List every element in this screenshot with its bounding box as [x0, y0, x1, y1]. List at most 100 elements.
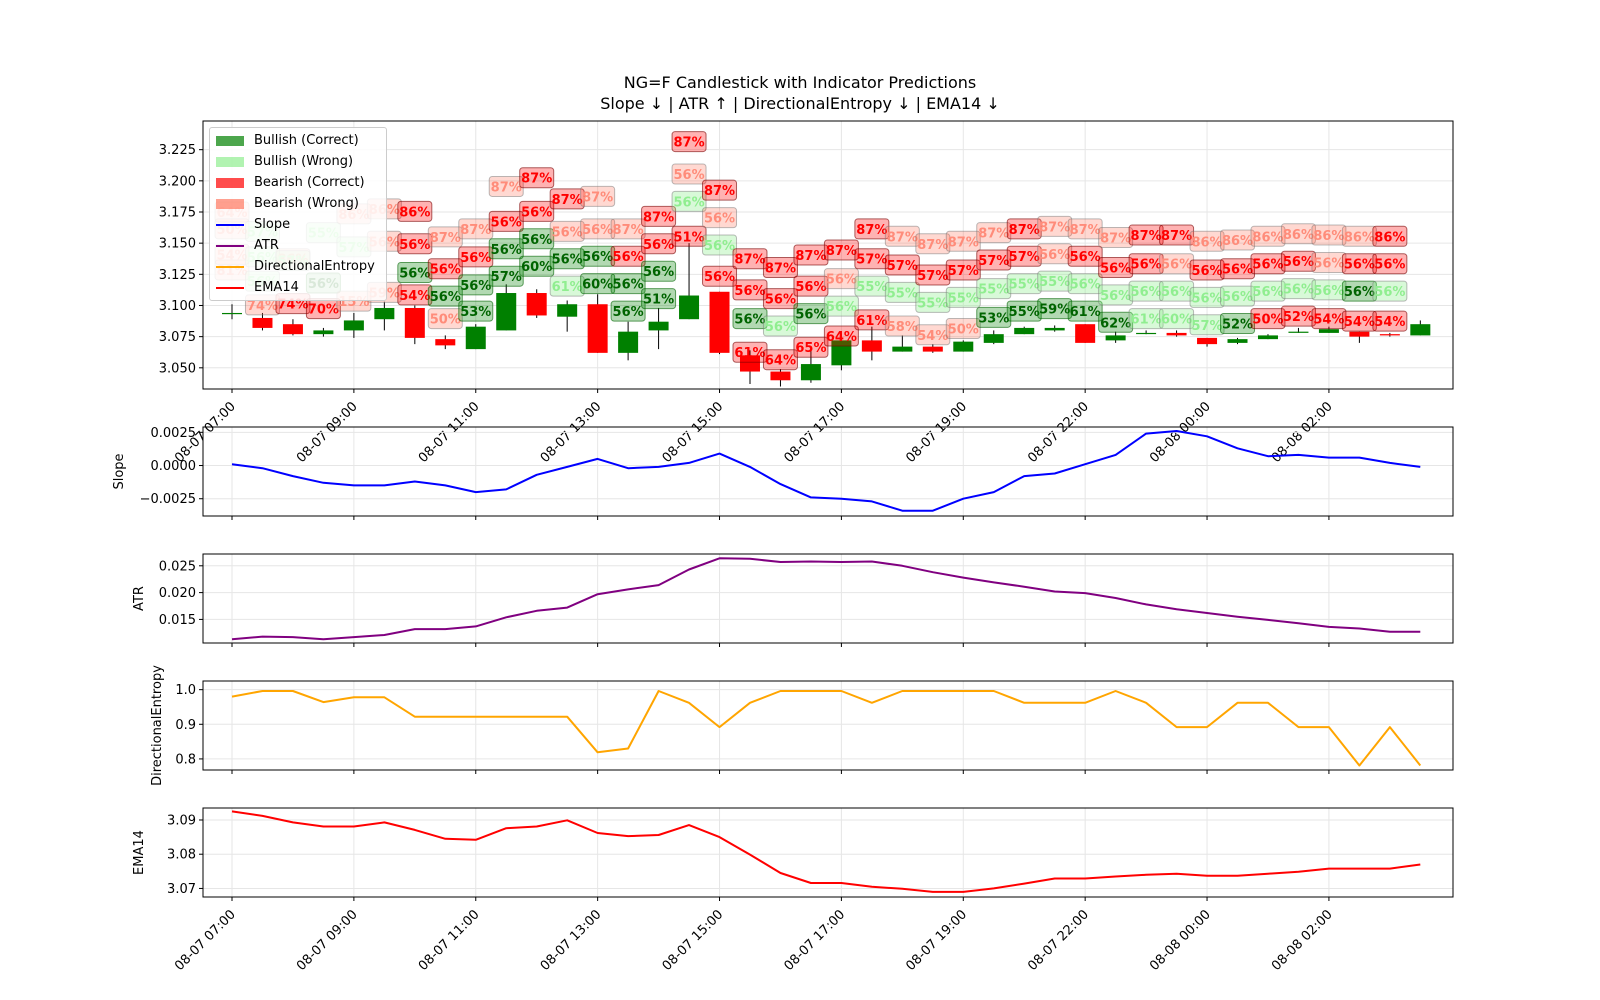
prediction-label: 56%	[1100, 289, 1131, 304]
prediction-label: 74%	[277, 298, 308, 313]
prediction-label-box	[671, 131, 707, 153]
legend-line	[216, 244, 244, 247]
prediction-label-box	[1006, 245, 1042, 267]
prediction-label-box	[458, 300, 494, 322]
prediction-label-box	[702, 179, 738, 201]
prediction-label-box	[1220, 313, 1256, 335]
prediction-label: 87%	[765, 261, 796, 276]
prediction-label-box	[732, 248, 768, 270]
prediction-label-box	[1280, 305, 1316, 327]
prediction-label-box	[1189, 259, 1225, 281]
prediction-label-box	[1037, 243, 1073, 265]
y-axis-label: ATR	[132, 586, 147, 611]
prediction-label-box	[427, 308, 463, 330]
prediction-label: 56%	[1313, 284, 1344, 299]
prediction-label-box	[458, 274, 494, 296]
candle-body	[1410, 324, 1431, 336]
prediction-label-box	[580, 218, 616, 240]
prediction-label-box	[1220, 258, 1256, 280]
prediction-label-box	[1341, 225, 1377, 247]
prediction-label-box	[1128, 253, 1164, 275]
candle-body	[496, 293, 517, 331]
prediction-label: 86%	[399, 205, 430, 220]
prediction-label: 56%	[1252, 285, 1283, 300]
prediction-label: 54%	[1313, 313, 1344, 328]
prediction-label: 56%	[613, 250, 644, 265]
prediction-label: 50%	[1252, 313, 1283, 328]
prediction-label: 51%	[643, 293, 674, 308]
prediction-label: 86%	[1344, 230, 1375, 245]
prediction-label-box	[1341, 310, 1377, 332]
prediction-label: 56%	[1283, 255, 1314, 270]
y-axis-label: EMA14	[132, 830, 147, 875]
prediction-label: 56%	[704, 270, 735, 285]
prediction-label: 87%	[856, 223, 887, 238]
prediction-label: 87%	[734, 253, 765, 268]
x-tick-label: 08-08 00:00	[1147, 907, 1214, 974]
prediction-label: 55%	[978, 283, 1009, 298]
prediction-label-box	[1189, 314, 1225, 336]
prediction-label: 56%	[1344, 258, 1375, 273]
candle-body	[1227, 339, 1248, 343]
y-tick-label: 3.075	[159, 330, 196, 345]
prediction-label-box	[1006, 300, 1042, 322]
prediction-label-box	[397, 233, 433, 255]
prediction-label: 52%	[1222, 318, 1253, 333]
prediction-label: 86%	[1283, 228, 1314, 243]
prediction-label-box	[762, 315, 798, 337]
x-tick-label: 08-07 11:00	[416, 907, 483, 974]
prediction-label-box	[519, 167, 555, 189]
prediction-label-box	[1159, 253, 1195, 275]
prediction-label-box	[823, 295, 859, 317]
panel-slope: 0.0025 0.0000 −0.0025 Slope	[112, 426, 1454, 520]
candle-body	[1379, 334, 1400, 336]
prediction-label-box	[1159, 224, 1195, 246]
prediction-label-box	[580, 245, 616, 267]
prediction-label: 57%	[1191, 319, 1222, 334]
prediction-label-box	[1250, 253, 1286, 275]
candle-body	[922, 346, 943, 352]
prediction-label: 54%	[399, 289, 430, 304]
series-line-directionalentropy	[231, 690, 1422, 767]
prediction-label-box	[397, 261, 433, 283]
prediction-label: 87%	[673, 136, 704, 151]
prediction-label: 56%	[1313, 256, 1344, 271]
prediction-label: 54%	[1344, 315, 1375, 330]
prediction-label: 56%	[613, 305, 644, 320]
legend-label: DirectionalEntropy	[254, 259, 375, 274]
series-line-atr	[231, 557, 1421, 641]
prediction-label-box	[610, 273, 646, 295]
candle-body	[374, 307, 395, 320]
prediction-label: 56%	[1344, 285, 1375, 300]
prediction-label-box	[762, 256, 798, 278]
prediction-label: 50%	[948, 323, 979, 338]
prediction-label: 65%	[795, 341, 826, 356]
prediction-label-box	[854, 248, 890, 270]
candle-body	[1257, 335, 1278, 340]
y-tick-label: 3.125	[159, 268, 196, 283]
candle-body	[526, 293, 547, 316]
legend-line	[216, 223, 244, 226]
prediction-label: 56%	[1161, 285, 1192, 300]
y-tick-label: 3.200	[159, 174, 196, 189]
prediction-label: 87%	[460, 223, 491, 238]
y-tick-label: 0.0025	[151, 426, 197, 441]
prediction-label-box	[976, 249, 1012, 271]
prediction-label-box	[1098, 227, 1134, 249]
legend-entry: Slope	[210, 214, 386, 235]
candle-body	[739, 355, 760, 372]
legend-patch	[216, 198, 244, 209]
candle-body	[1044, 327, 1065, 331]
prediction-label: 87%	[1070, 223, 1101, 238]
legend-label: ATR	[254, 238, 279, 253]
prediction-label: 64%	[826, 330, 857, 345]
prediction-label: 54%	[1374, 315, 1405, 330]
legend-entry: Bullish (Correct)	[210, 130, 386, 151]
prediction-label-box	[945, 230, 981, 252]
prediction-label-box	[1098, 256, 1134, 278]
y-tick-label: 0.015	[159, 613, 196, 628]
prediction-label: 61%	[1131, 313, 1162, 328]
prediction-label: 56%	[1252, 258, 1283, 273]
prediction-label-box	[1159, 308, 1195, 330]
prediction-label-box	[732, 279, 768, 301]
